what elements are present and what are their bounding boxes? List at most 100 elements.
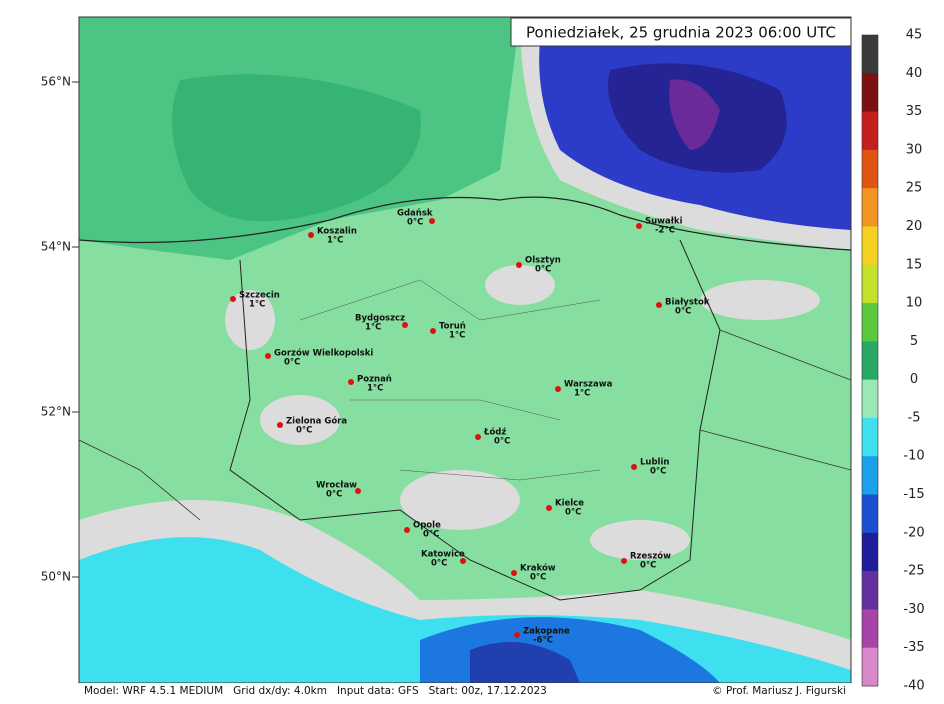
colorbar-tick-label: -25: [903, 564, 924, 579]
colorbar-segment: [862, 303, 878, 342]
city-marker: [265, 353, 271, 359]
city-temp: 0°C: [423, 530, 439, 540]
colorbar-segment: [862, 149, 878, 189]
latitude-label: 54°N: [41, 240, 71, 254]
colorbar-segment: [862, 417, 878, 457]
city-name: Szczecin: [239, 291, 280, 301]
colorbar-tick-label: 25: [906, 181, 923, 196]
colorbar-tick-label: -20: [903, 525, 924, 540]
colorbar-tick-label: 30: [906, 142, 923, 157]
colorbar-frame: [861, 34, 879, 687]
city-name: Wrocław: [316, 481, 357, 491]
colorbar-segment: [862, 341, 878, 381]
city-name: Koszalin: [317, 227, 357, 237]
city-name: Białystok: [665, 298, 710, 308]
footer-credit: © Prof. Mariusz J. Figurski: [712, 685, 846, 697]
colorbar-tick-label: 0: [910, 372, 918, 387]
colorbar-tick-label: 5: [910, 334, 918, 349]
map-field: [79, 17, 851, 683]
city-name: Toruń: [439, 322, 466, 332]
city-temp: 1°C: [365, 323, 381, 333]
colorbar-tick-label: 35: [906, 104, 923, 119]
city-temp: 0°C: [565, 508, 581, 518]
colorbar-segment: [862, 35, 878, 74]
city-name: Zakopane: [523, 627, 570, 637]
city-temp: 0°C: [431, 559, 447, 569]
city-marker: [355, 488, 361, 494]
city-temp: -6°C: [533, 636, 553, 646]
latitude-label: 50°N: [41, 570, 71, 584]
colorbar-segment: [862, 226, 878, 266]
city-temp: 1°C: [574, 389, 590, 399]
city-temp: 1°C: [249, 300, 265, 310]
colorbar-tick-label: -40: [903, 679, 924, 694]
colorbar-segment: [862, 379, 878, 419]
city-marker: [631, 464, 637, 470]
city-name: Warszawa: [564, 380, 613, 390]
colorbar-tick-label: 45: [906, 28, 923, 43]
city-marker: [555, 386, 561, 392]
city-marker: [516, 262, 522, 268]
city-temp: 1°C: [449, 331, 465, 341]
city-temp: 0°C: [296, 426, 312, 436]
city-name: Opole: [413, 521, 441, 531]
city-name: Łódź: [483, 427, 506, 438]
city-marker: [277, 422, 283, 428]
city-marker: [348, 379, 354, 385]
city-temp: 0°C: [675, 307, 691, 317]
colorbar-tick-label: 10: [906, 296, 923, 311]
city-name: Katowice: [421, 550, 465, 560]
city-temp: 0°C: [407, 218, 423, 228]
colorbar-segment: [862, 571, 878, 610]
city-marker: [230, 296, 236, 302]
city-temp: 0°C: [650, 467, 666, 477]
colorbar-tick-label: -10: [903, 449, 924, 464]
colorbar-tick-label: -30: [903, 602, 924, 617]
colorbar-tick-label: -35: [903, 640, 924, 655]
city-name: Kielce: [555, 499, 584, 509]
city-name: Gorzów Wielkopolski: [274, 348, 373, 359]
latitude-label: 52°N: [41, 405, 71, 419]
colorbar-segment: [862, 73, 878, 113]
colorbar-tick-label: 15: [906, 257, 923, 272]
city-marker: [404, 527, 410, 533]
city-name: Zielona Góra: [286, 416, 347, 427]
colorbar-tick-label: -15: [903, 487, 924, 502]
colorbar-segment: [862, 111, 878, 151]
city-marker: [402, 322, 408, 328]
city-name: Lublin: [640, 458, 669, 468]
city-temp: 0°C: [640, 561, 656, 571]
city-marker: [475, 434, 481, 440]
latitude-label: 56°N: [41, 75, 71, 89]
city-marker: [308, 232, 314, 238]
city-temp: -2°C: [655, 226, 675, 236]
title-box: [510, 17, 852, 47]
city-temp: 0°C: [284, 358, 300, 368]
city-name: Rzeszów: [630, 551, 671, 562]
city-marker: [514, 632, 520, 638]
city-marker: [656, 302, 662, 308]
city-temp: 1°C: [367, 384, 383, 394]
city-marker: [429, 218, 435, 224]
colorbar-segment: [862, 456, 878, 496]
colorbar-segment: [862, 494, 878, 534]
city-marker: [621, 558, 627, 564]
city-name: Kraków: [520, 563, 556, 574]
footer-band: [79, 683, 851, 700]
city-marker: [546, 505, 552, 511]
city-temp: 0°C: [530, 573, 546, 583]
city-marker: [636, 223, 642, 229]
city-name: Olsztyn: [525, 256, 561, 266]
city-name: Poznań: [357, 375, 392, 385]
city-temp: 0°C: [494, 437, 510, 447]
city-temp: 1°C: [327, 236, 343, 246]
colorbar-tick-label: 20: [906, 219, 923, 234]
city-name: Gdańsk: [397, 209, 433, 219]
city-marker: [511, 570, 517, 576]
colorbar-tick-label: 40: [906, 66, 923, 81]
city-temp: 0°C: [535, 265, 551, 275]
colorbar-segment: [862, 188, 878, 227]
colorbar-segment: [862, 609, 878, 649]
colorbar-segment: [862, 264, 878, 304]
